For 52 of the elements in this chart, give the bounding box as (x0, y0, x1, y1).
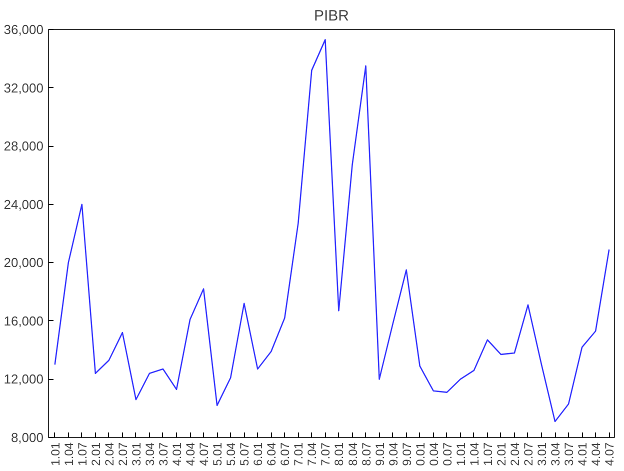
y-tick-label: 28,000 (4, 138, 44, 154)
x-tick-label: 7.01 (292, 442, 306, 466)
x-tick-label: 5.04 (224, 442, 238, 466)
x-tick-label: 6.04 (264, 442, 279, 466)
y-tick-label: 8,000 (10, 430, 44, 445)
x-tick-label: 1.07 (75, 442, 90, 466)
x-tick-label: 2.04 (102, 442, 116, 466)
y-tick-label: 20,000 (4, 255, 44, 270)
x-tick-label: 4.07 (602, 442, 617, 466)
x-tick-label: 2.07 (116, 442, 130, 466)
chart-title: PIBR (314, 8, 350, 24)
x-tick-label: 9.01 (372, 442, 387, 466)
x-tick-label: 5.07 (238, 442, 252, 466)
x-tick-label: 9.04 (386, 442, 400, 466)
x-tick-label: 9.07 (400, 442, 414, 466)
x-tick-label: 2.07 (521, 442, 536, 466)
x-tick-label: 8.01 (332, 442, 346, 466)
x-tick-label: 1.01 (48, 442, 62, 466)
x-tick-label: 4.04 (589, 442, 604, 466)
x-tick-label: 2.01 (494, 442, 508, 466)
y-tick-label: 16,000 (4, 313, 44, 328)
x-tick-label: 4.01 (576, 442, 590, 466)
y-tick-label: 24,000 (4, 196, 44, 212)
x-tick-label: 2.01 (88, 442, 103, 466)
x-tick-label: 5.01 (210, 442, 225, 466)
x-tick-label: 6.07 (278, 442, 292, 466)
x-tick-label: 3.01 (535, 442, 550, 466)
x-tick-label: 3.07 (562, 442, 576, 466)
x-tick-label: 0.01 (413, 442, 428, 466)
x-tick-label: 4.04 (184, 442, 198, 466)
x-tick-label: 8.07 (359, 442, 374, 466)
x-tick-label: 0.07 (440, 442, 454, 466)
x-tick-label: 0.04 (426, 442, 441, 466)
x-tick-label: 7.07 (318, 442, 333, 466)
x-tick-label: 4.01 (170, 442, 184, 466)
x-tick-label: 4.07 (197, 442, 212, 466)
x-tick-label: 8.04 (346, 442, 360, 466)
x-tick-label: 1.01 (454, 442, 468, 466)
x-tick-label: 7.04 (305, 442, 320, 466)
x-tick-label: 2.04 (508, 442, 522, 466)
x-tick-label: 3.07 (156, 442, 170, 466)
x-tick-label: 3.01 (129, 442, 144, 466)
y-tick-label: 36,000 (4, 22, 44, 37)
y-tick-label: 12,000 (4, 372, 44, 387)
x-tick-label: 6.01 (251, 442, 266, 466)
x-tick-label: 3.04 (548, 442, 563, 466)
x-tick-label: 1.04 (467, 442, 482, 466)
x-tick-label: 1.07 (480, 442, 495, 466)
x-tick-label: 1.04 (62, 442, 76, 466)
y-tick-label: 32,000 (4, 80, 44, 96)
line-series (54, 39, 610, 422)
x-tick-label: 3.04 (142, 442, 157, 466)
